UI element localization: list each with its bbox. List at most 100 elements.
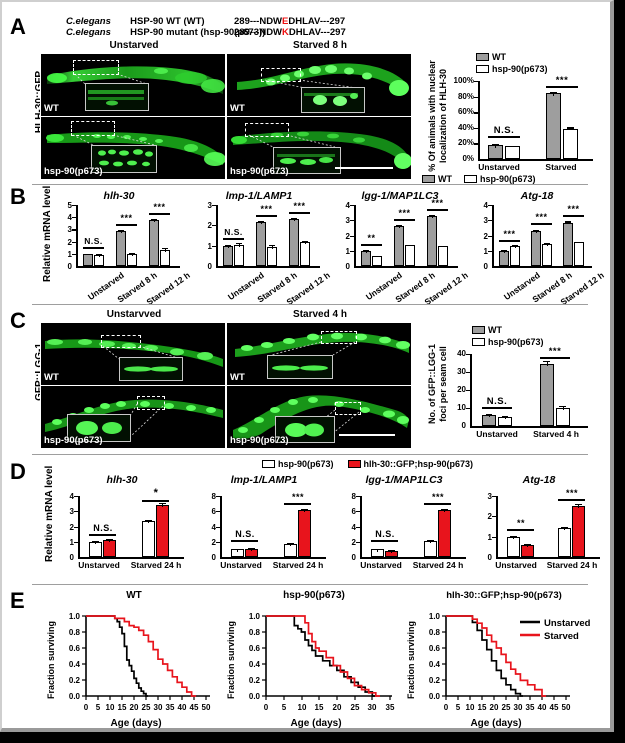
inset-a3 [301,87,365,113]
seq-pre-1: 289---NDW [234,16,283,27]
roi-connector-c4 [324,409,360,439]
chart-d2-title: lmp-1/LAMP1 [230,474,298,486]
micrograph-c-p673-starved: hsp-90(p673) [226,385,412,449]
svg-text:30: 30 [154,703,163,712]
chart-c-legend-p673: hsp-90(p673) [472,337,544,347]
b2-sig-2: *** [260,204,273,214]
chart-panel-c: No. of GFP::LGG-1 foci per seam cell WT … [416,317,604,447]
svg-text:45: 45 [190,703,199,712]
d4-bar-p673-2 [558,527,571,557]
chart-c-ytick-30: 30 [457,367,466,376]
scale-bar-a4 [335,166,393,169]
svg-text:30: 30 [368,703,377,712]
chart-e-hlh30gfp: hlh-30::GFP;hsp-90(p673) Fraction surviv… [404,590,604,728]
chart-a-ytick-20: 20% [457,138,474,148]
chart-d3-ytick-2: 2 [351,537,356,547]
chart-b-atg18: Atg-18 4 3 2 1 0 *** *** *** Unstarved S… [470,190,606,307]
chart-e2-plot: 1.0 0.8 0.6 0.4 0.2 0.0 0 5 10 15 20 25 30 35 [249,612,395,712]
chart-c-y-axis [470,354,472,427]
inset-a1 [85,83,149,111]
b1-bar-wt-3 [149,219,159,266]
chart-d2-ytick-0: 0 [211,553,216,562]
seq-post-1: DHLAV---297 [288,16,346,27]
chart-b4-x-axis [492,266,592,268]
d2-xcat-1: Unstarved [220,560,262,570]
legend-label-wt: WT [492,52,506,62]
chart-d3-ytick-0: 0 [351,553,356,562]
divider-d-e [32,584,588,586]
d3-xcat-2: Starved 24 h [412,560,464,570]
d1-sig-2: * [153,487,159,499]
d2-bar-hlh30-2 [298,510,311,557]
chart-e-wt: WT Fraction surviving 1.0 0.8 0.6 0.4 0.2 0.… [44,590,224,728]
b2-sig-3: *** [293,201,306,211]
chart-b1-ytick-5: 5 [67,201,72,210]
roi-dashed-box-a3 [261,68,301,82]
d4-bar-p673-1 [507,536,520,557]
inset-image-c2 [76,421,122,435]
b2-bar-p673-1 [234,244,244,266]
chart-b4-ytick-3: 3 [483,216,488,226]
legend-label-p673-b: hsp-90(p673) [480,174,536,184]
d1-xcat-2: Starved 24 h [130,560,182,570]
b3-bar-p673-1 [372,256,382,266]
chart-b-lmp1: lmp-1/LAMP1 3 2 1 0 N.S. *** *** Unstarv… [194,190,332,307]
chart-d1-ytick-2: 2 [69,522,74,532]
b3-sig-1: ** [367,233,376,243]
d4-xcat-2: Starved 24 h [546,560,598,570]
chart-d2-ytick-2: 2 [211,537,216,547]
chart-a-sig-unstarved: N.S. [493,125,515,136]
svg-text:0: 0 [444,703,449,712]
chart-b3-ytick-0: 0 [345,262,350,271]
figure-canvas: A C.elegans HSP-90 WT (WT) 289---NDWEDHL… [0,0,614,732]
svg-text:0.0: 0.0 [69,692,81,701]
svg-text:0.4: 0.4 [429,660,441,669]
chart-d1-ytick-4: 4 [69,492,74,501]
b4-sig-2: *** [535,212,548,222]
d3-bar-hlh30-2 [438,509,451,557]
svg-text:25: 25 [142,703,151,712]
chart-a-bar-wt-starved [546,93,561,159]
panel-d-legend: hsp-90(p673) hlh-30::GFP;hsp-90(p673) [262,459,473,469]
chart-a-x-axis [478,159,593,161]
legend-label-hlh30gfp: hlh-30::GFP;hsp-90(p673) [363,459,474,469]
d4-bar-hlh30-2 [572,506,585,557]
divider-a-b [32,184,588,186]
svg-text:50: 50 [202,703,211,712]
chart-b1-ytick-0: 0 [67,262,72,271]
inset-image-a3 [304,93,358,106]
chart-d1-title: hlh-30 [106,474,138,486]
b4-bar-wt-1 [499,250,509,266]
chart-c-legend-wt: WT [472,325,502,335]
chart-b3-ytick-2: 2 [345,231,350,241]
chart-b1-title: hlh-30 [103,190,135,202]
protein-name-1: HSP-90 WT (WT) [130,16,205,27]
chart-d1-y-axis [78,496,80,558]
svg-text:1.0: 1.0 [429,612,441,621]
chart-a-y-axis [478,81,480,160]
svg-text:0.0: 0.0 [429,692,441,701]
chart-e-hsp90p673: hsp-90(p673) Fraction surviving 1.0 0.8 0.… [224,590,404,728]
svg-text:45: 45 [550,703,559,712]
d2-xcat-2: Starved 24 h [272,560,324,570]
seq-post-2: DHLAV---297 [288,27,346,38]
svg-text:Starved: Starved [544,631,579,642]
d4-sig-2: *** [565,488,578,498]
svg-text:25: 25 [351,703,360,712]
panel-c-column-title-unstarved: Unstarvved [106,309,162,320]
chart-c-ytick-40: 40 [457,349,466,358]
chart-d2-ytick-8: 8 [211,492,216,501]
d4-sig-1: ** [516,518,525,528]
roi-dashed-box-a4 [245,123,289,137]
chart-d2-ytick-6: 6 [211,507,216,517]
b2-bar-wt-2 [256,222,266,266]
chart-d3-ytick-8: 8 [351,492,356,501]
inset-c4 [275,416,335,443]
chart-e3-plot: 1.0 0.8 0.6 0.4 0.2 0.0 0 5 10 15 20 25 30 35 40 4… [429,612,591,712]
chart-b2-ytick-0: 0 [207,262,212,271]
svg-text:0.0: 0.0 [249,692,261,701]
legend-swatch-wt-c-icon [472,326,485,334]
chart-b-lgg1: lgg-1/MAP1LC3 4 3 2 1 0 ** *** *** Unsta… [332,190,470,307]
scale-bar-c4 [339,433,395,436]
roi-dashed-box-a1 [73,60,119,75]
